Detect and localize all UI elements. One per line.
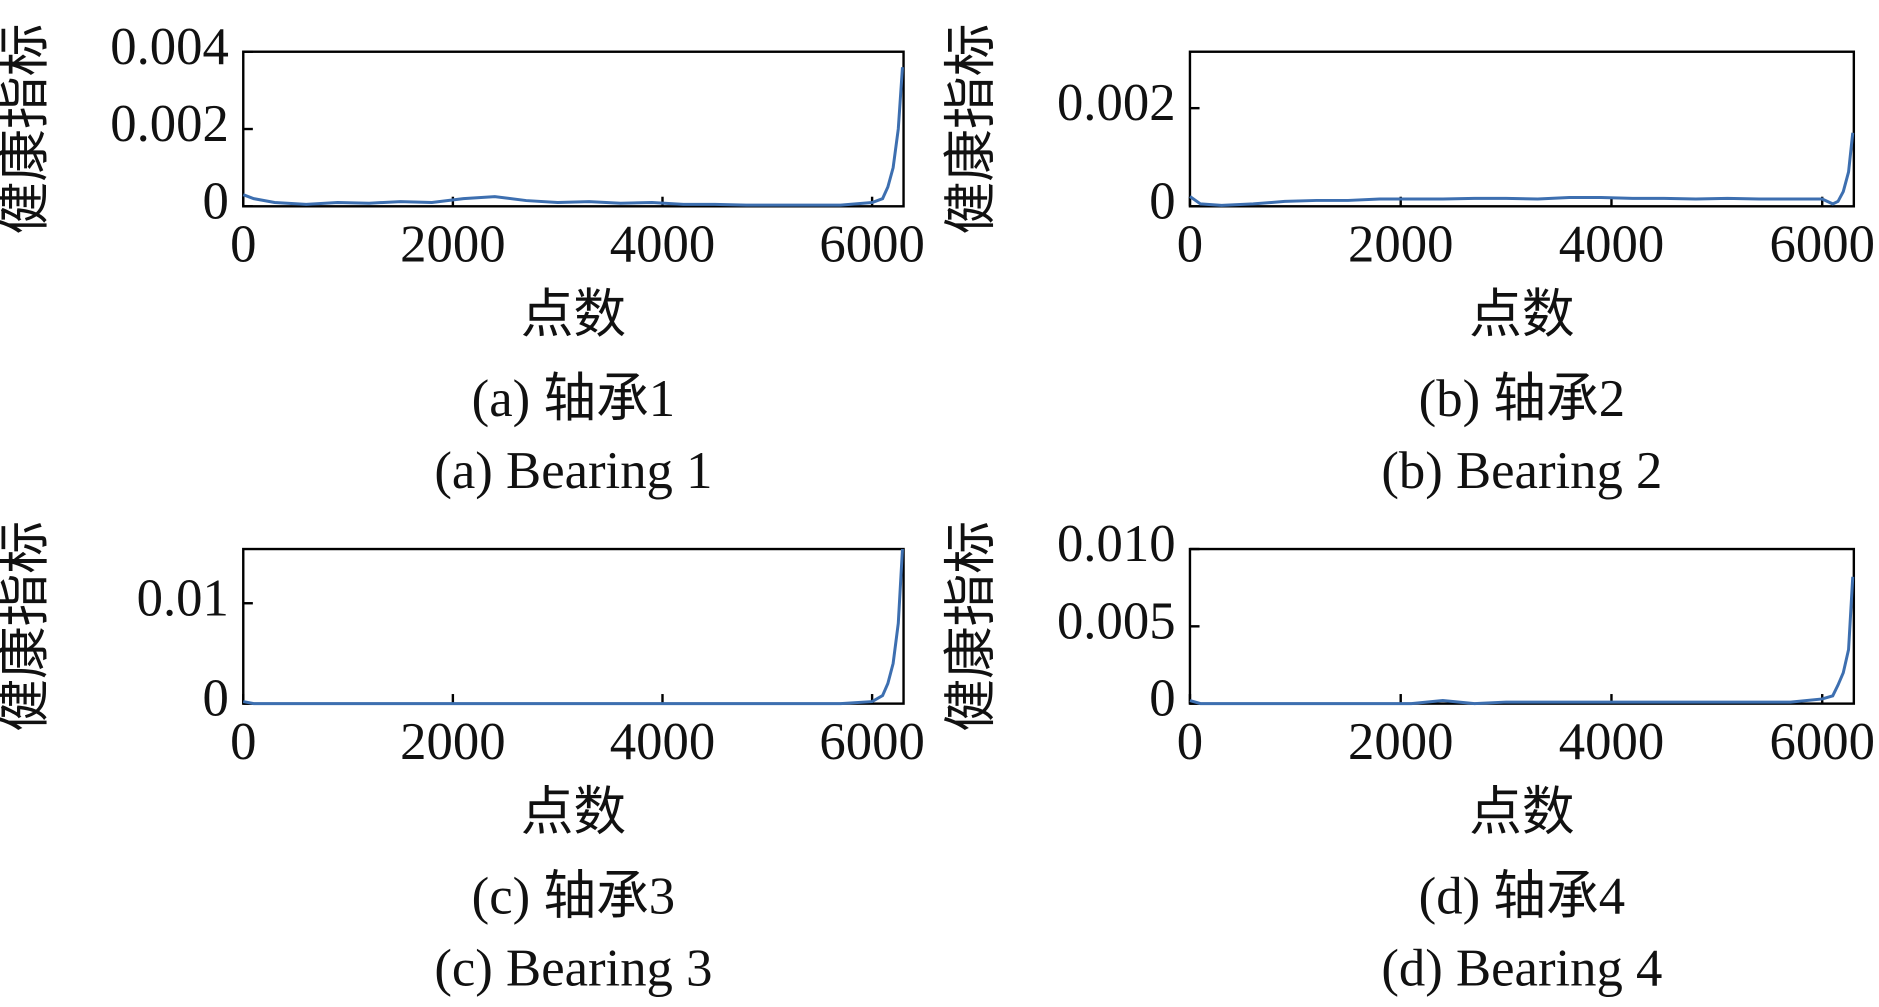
y-tick-label: 0 xyxy=(203,670,229,728)
x-tick-label: 0 xyxy=(230,713,256,771)
x-tick-label: 6000 xyxy=(1770,216,1875,274)
x-tick-label: 2000 xyxy=(400,713,505,771)
x-tick-label: 6000 xyxy=(1770,713,1875,771)
x-axis-label: 点数 xyxy=(521,286,626,344)
y-tick-label: 0 xyxy=(1149,172,1175,230)
y-tick-label: 0.005 xyxy=(1057,592,1176,650)
caption-en: (d) Bearing 4 xyxy=(1381,939,1662,997)
y-tick-label: 0.01 xyxy=(137,569,229,627)
x-tick-label: 2000 xyxy=(1348,216,1453,274)
x-tick-label: 4000 xyxy=(1559,216,1664,274)
x-axis-label: 点数 xyxy=(1469,286,1574,344)
x-tick-label: 6000 xyxy=(819,713,924,771)
data-line xyxy=(242,67,904,207)
y-tick-label: 0.010 xyxy=(1057,515,1176,573)
x-tick-label: 4000 xyxy=(610,713,715,771)
caption-en: (c) Bearing 3 xyxy=(434,939,712,997)
data-line xyxy=(1189,576,1855,706)
caption-en: (b) Bearing 2 xyxy=(1381,442,1662,500)
y-axis-label: 健康指标 xyxy=(0,521,54,732)
caption-cn: (b) 轴承2 xyxy=(1419,370,1625,428)
y-tick-label: 0.004 xyxy=(110,18,229,76)
caption-en: (a) Bearing 1 xyxy=(434,442,712,500)
y-axis-label: 健康指标 xyxy=(943,24,1001,235)
y-tick-label: 0.002 xyxy=(1057,74,1176,132)
x-tick-label: 0 xyxy=(1177,713,1203,771)
plot-frame xyxy=(242,547,905,705)
data-line xyxy=(1189,132,1855,207)
y-tick-label: 0.002 xyxy=(110,95,229,153)
x-tick-label: 0 xyxy=(1177,216,1203,274)
caption-cn: (d) 轴承4 xyxy=(1419,867,1625,925)
x-tick-label: 4000 xyxy=(610,216,715,274)
x-tick-label: 2000 xyxy=(400,216,505,274)
y-tick-label: 0 xyxy=(1149,670,1175,728)
data-line xyxy=(242,548,904,706)
plot-frame xyxy=(242,50,905,208)
y-axis-label: 健康指标 xyxy=(943,521,1001,732)
y-axis-label: 健康指标 xyxy=(0,24,54,235)
x-tick-label: 6000 xyxy=(819,216,924,274)
x-tick-label: 2000 xyxy=(1348,713,1453,771)
plot-frame xyxy=(1188,50,1856,208)
y-tick-label: 0 xyxy=(203,172,229,230)
x-tick-label: 0 xyxy=(230,216,256,274)
caption-cn: (c) 轴承3 xyxy=(472,867,676,925)
x-axis-label: 点数 xyxy=(521,784,626,842)
caption-cn: (a) 轴承1 xyxy=(472,370,676,428)
x-tick-label: 4000 xyxy=(1559,713,1664,771)
x-axis-label: 点数 xyxy=(1469,784,1574,842)
plot-frame xyxy=(1188,547,1856,705)
